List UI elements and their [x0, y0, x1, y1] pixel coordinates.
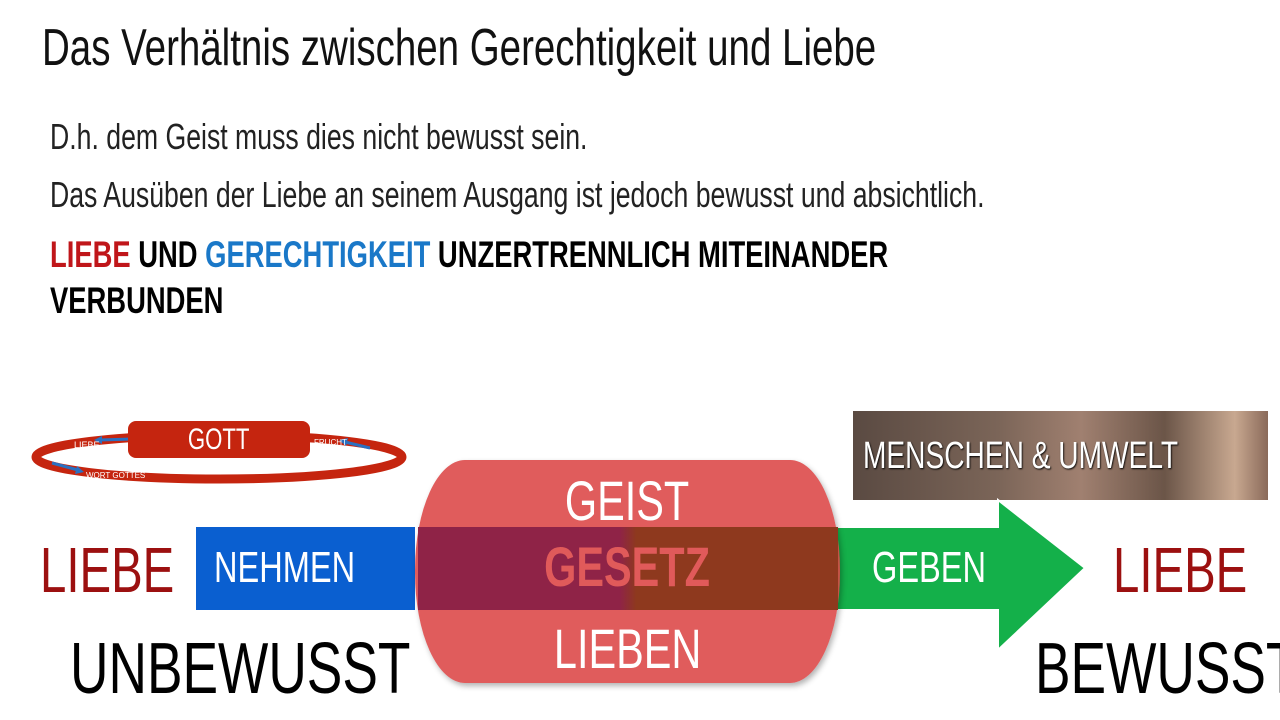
cycle-label-liebe: LIEBE	[74, 440, 100, 450]
headline-und: UND	[130, 234, 206, 275]
cylinder-lieben: LIEBEN	[553, 617, 702, 680]
arrow-icon	[94, 436, 131, 444]
gott-box: GOTT	[128, 421, 310, 458]
cylinder-band	[418, 527, 838, 610]
liebe-right: LIEBE	[1113, 534, 1248, 606]
bewusst-label: BEWUSST	[1035, 629, 1280, 709]
cycle-label-frucht: FRUCHT	[314, 438, 347, 447]
cylinder-geist: GEIST	[565, 469, 690, 532]
geben-arrow	[820, 498, 1087, 653]
cycle-label-wort-gottes: WORT GOTTES	[86, 471, 145, 480]
headline: LIEBE UND GERECHTIGKEIT UNZERTRENNLICH M…	[50, 234, 1183, 276]
slide-title: Das Verhältnis zwischen Gerechtigkeit un…	[42, 19, 877, 77]
photo-caption: MENSCHEN & UMWELT	[863, 435, 1179, 477]
headline-gerechtigkeit: GERECHTIGKEIT	[205, 234, 431, 275]
body-line-1: D.h. dem Geist muss dies nicht bewusst s…	[50, 116, 588, 157]
headline-liebe: LIEBE	[50, 234, 131, 275]
body-line-2: Das Ausüben der Liebe an seinem Ausgang …	[50, 174, 985, 215]
arrow-icon	[51, 461, 84, 474]
unbewusst-label: UNBEWUSST	[70, 629, 411, 709]
liebe-left: LIEBE	[40, 534, 175, 606]
geben-label: GEBEN	[872, 543, 986, 592]
arrow-icon	[339, 438, 371, 450]
cylinder-gesetz: GESETZ	[544, 535, 711, 598]
headline-line-2: VERBUNDEN	[50, 280, 224, 321]
headline-rest: UNZERTRENNLICH MITEINANDER	[430, 234, 889, 275]
nehmen-bar: NEHMEN	[196, 527, 415, 610]
people-photo: MENSCHEN & UMWELT	[853, 411, 1268, 500]
